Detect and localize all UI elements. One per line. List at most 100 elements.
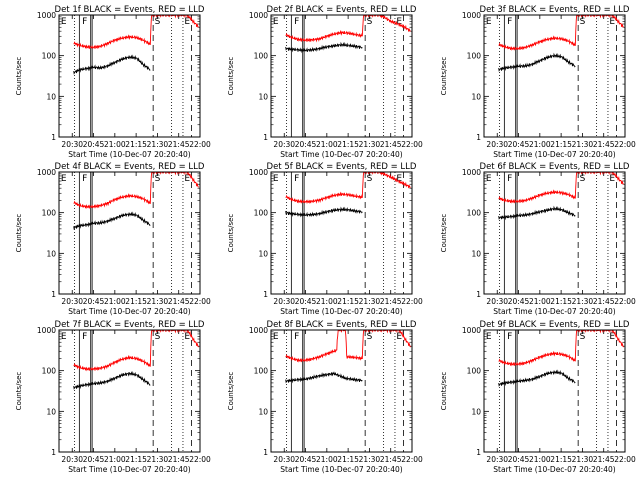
x-tick-label: 21:00 [316,140,338,149]
event-marker-label: S [155,332,161,342]
y-axis-label: Counts/sec [227,57,235,96]
x-tick-label: 20:45 [83,297,105,306]
y-tick-label: 10 [471,249,481,258]
y-tick-label: 10 [258,92,268,101]
y-tick-label: 10 [46,407,56,416]
series-line-events [498,369,576,387]
x-axis-label: Start Time (10-Dec-07 20:20:40) [493,150,615,159]
y-tick-label: 100 [467,52,482,61]
event-marker-label: E [486,332,492,342]
series-line-events [285,206,363,218]
event-marker-label: S [367,174,373,184]
chart-title: Det 2f BLACK = Events, RED = LLD [267,5,417,15]
x-tick-label: 21:30 [359,455,381,464]
x-tick-label: 20:30 [486,455,508,464]
x-tick-label: 21:30 [147,140,169,149]
x-tick-label: 21:30 [147,455,169,464]
x-tick-label: 21:45 [593,140,615,149]
y-tick-label: 1 [476,133,481,142]
plot-frame [270,14,413,138]
x-tick-label: 21:15 [550,455,572,464]
series-line-lld [73,15,199,50]
x-tick-label: 20:30 [273,140,295,149]
x-tick-label: 20:30 [61,140,83,149]
x-tick-label: 21:45 [168,297,190,306]
x-tick-label: 22:00 [401,455,423,464]
event-marker-label: S [367,332,373,342]
y-tick-label: 10 [258,249,268,258]
event-marker-label: E [61,174,67,184]
x-tick-label: 21:15 [125,297,147,306]
y-tick-label: 1 [476,290,481,299]
event-marker-label: E [61,17,67,27]
x-axis-label: Start Time (10-Dec-07 20:20:40) [280,307,402,316]
chart-title: Det 3f BLACK = Events, RED = LLD [480,5,630,15]
x-tick-label: 21:00 [529,140,551,149]
event-marker-label: E [609,17,615,27]
event-marker-label: S [155,17,161,27]
x-axis-label: Start Time (10-Dec-07 20:20:40) [280,150,402,159]
x-tick-label: 21:45 [380,140,402,149]
event-marker-label: S [580,174,586,184]
x-tick-label: 21:00 [316,455,338,464]
x-tick-label: 21:00 [104,455,126,464]
y-tick-label: 10 [471,407,481,416]
y-tick-label: 100 [467,209,482,218]
y-axis-label: Counts/sec [440,372,448,411]
x-tick-label: 20:45 [83,140,105,149]
event-marker-label: E [273,174,279,184]
y-axis-label: Counts/sec [15,57,23,96]
plot-frame [58,329,201,453]
x-tick-label: 21:15 [125,140,147,149]
plot-frame [483,171,626,295]
y-tick-label: 100 [42,367,57,376]
chart-title: Det 1f BLACK = Events, RED = LLD [55,5,205,15]
x-tick-label: 22:00 [189,140,211,149]
event-marker-label: E [609,332,615,342]
series-line-events [73,54,151,75]
x-tick-label: 20:45 [295,140,317,149]
y-tick-label: 1 [263,290,268,299]
x-tick-label: 21:45 [168,455,190,464]
x-tick-label: 21:45 [593,297,615,306]
y-tick-label: 10 [471,92,481,101]
x-tick-label: 20:45 [295,297,317,306]
event-marker-label: F [507,174,512,184]
chart-title: Det 7f BLACK = Events, RED = LLD [55,320,205,330]
event-marker-label: E [609,174,615,184]
chart-panel-2: Det 2f BLACK = Events, RED = LLD Counts/s… [227,5,423,159]
y-tick-label: 1000 [249,168,268,177]
x-tick-label: 20:30 [273,455,295,464]
x-tick-label: 21:30 [572,297,594,306]
x-tick-label: 21:45 [168,140,190,149]
plot-frame [270,171,413,295]
x-tick-label: 22:00 [401,297,423,306]
event-marker-label: E [184,174,190,184]
x-tick-label: 20:45 [508,297,530,306]
event-marker-label: E [273,17,279,27]
x-tick-label: 22:00 [614,140,636,149]
chart-panel-8: Det 8f BLACK = Events, RED = LLD Counts/s… [227,320,423,474]
chart-panel-5: Det 5f BLACK = Events, RED = LLD Counts/s… [227,162,423,316]
x-tick-label: 21:30 [359,140,381,149]
x-tick-label: 21:30 [359,297,381,306]
series-line-lld [73,172,199,210]
x-tick-label: 20:45 [508,455,530,464]
event-marker-label: E [486,17,492,27]
y-tick-label: 100 [42,52,57,61]
event-marker-label: E [61,332,67,342]
series-line-lld [285,15,411,43]
x-tick-label: 22:00 [189,297,211,306]
x-axis-label: Start Time (10-Dec-07 20:20:40) [68,150,190,159]
chart-panel-7: Det 7f BLACK = Events, RED = LLD Counts/s… [15,320,211,474]
y-axis-label: Counts/sec [227,372,235,411]
series-line-events [73,211,151,231]
series-line-events [73,371,151,390]
x-tick-label: 21:30 [572,140,594,149]
y-tick-label: 1 [263,448,268,457]
series-line-events [498,205,576,221]
x-tick-label: 21:00 [104,140,126,149]
event-marker-label: F [82,174,87,184]
event-marker-label: F [82,17,87,27]
